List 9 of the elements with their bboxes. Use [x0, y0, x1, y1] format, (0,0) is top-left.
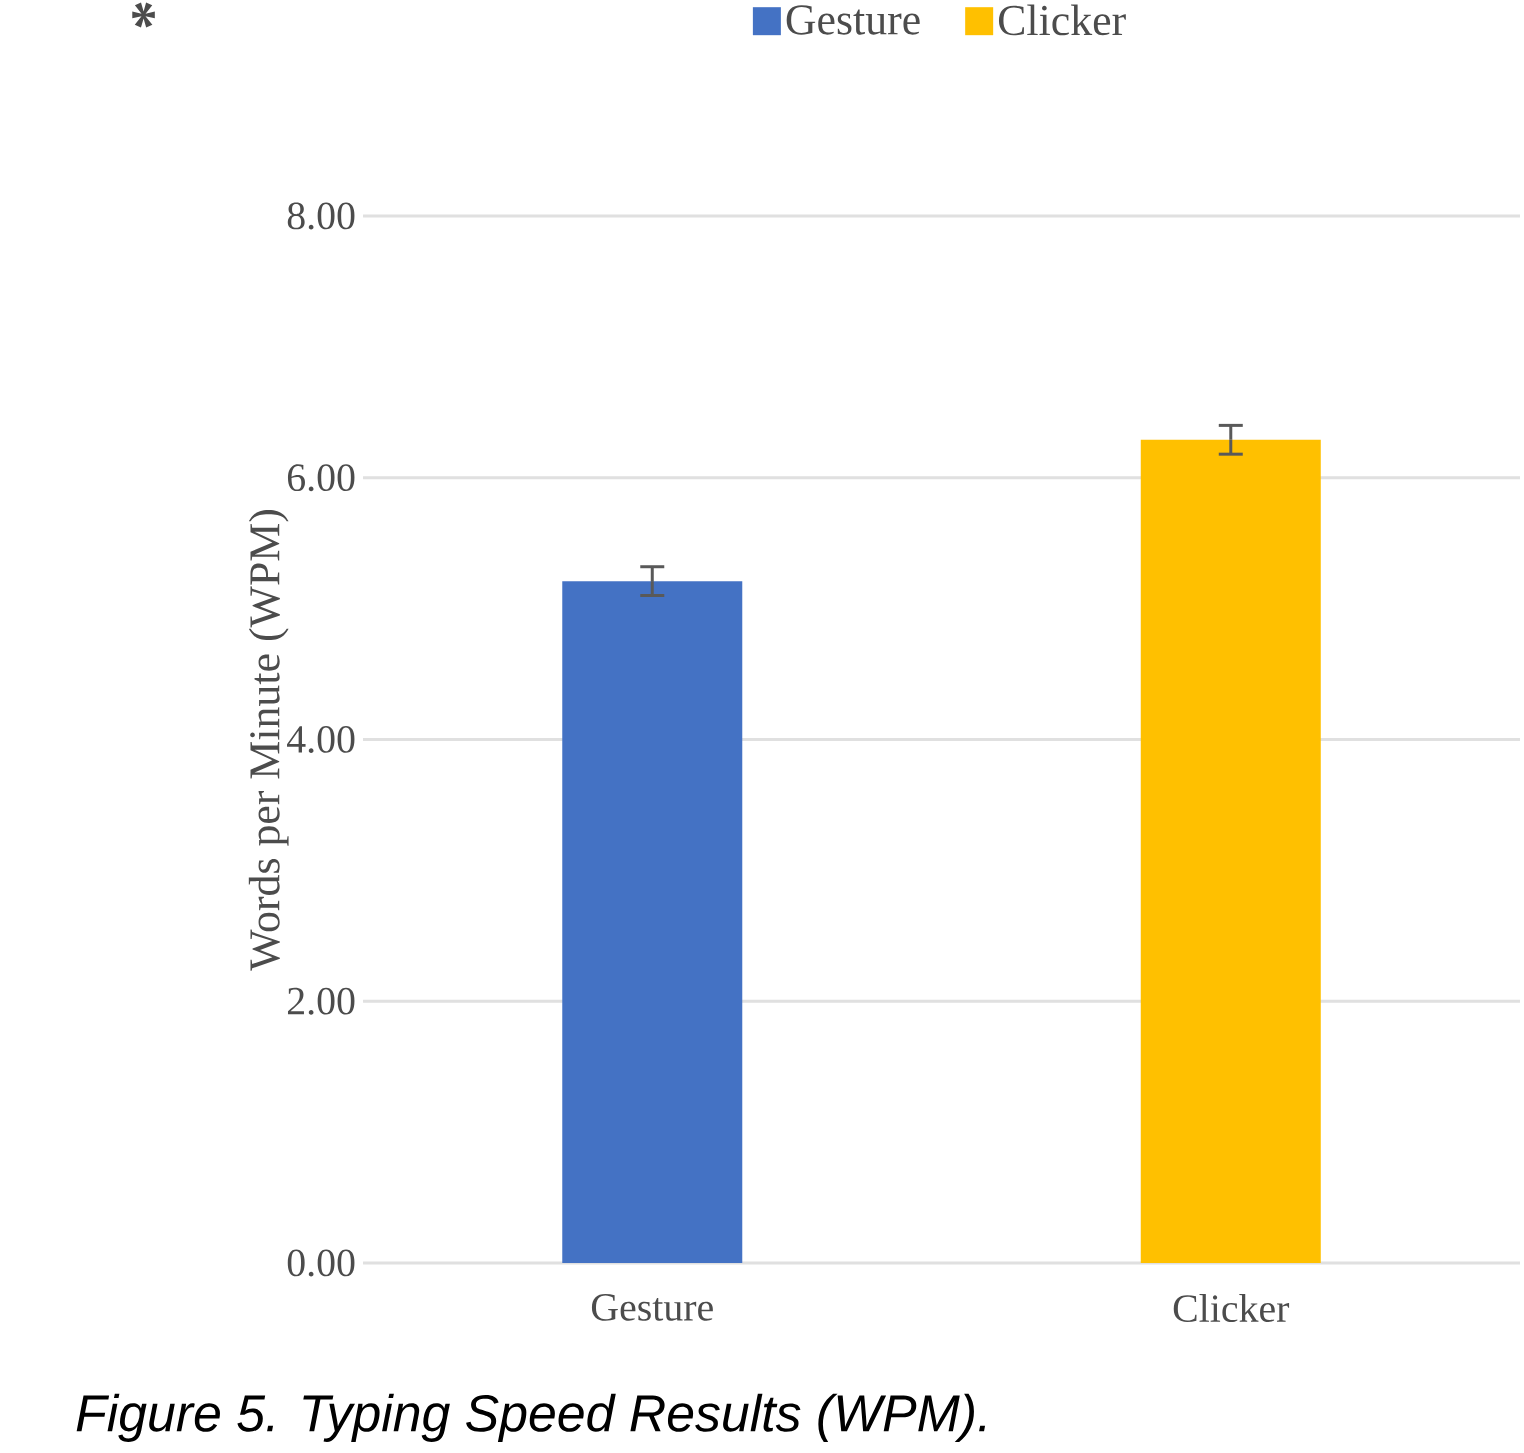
y-tick-label: 0.00	[287, 1249, 355, 1277]
y-tick-label: 4.00	[287, 725, 355, 754]
y-tick-label: 2.00	[287, 987, 355, 1015]
text: *	[132, 2, 155, 28]
caption: Figure 5. Typing Speed Results (WPM).	[76, 1393, 986, 1442]
y-tick-label: 8.00	[287, 202, 355, 230]
legend-label: Clicker	[998, 4, 1126, 36]
legend-label: Gesture	[786, 5, 920, 35]
y-tick-label: 6.00	[287, 464, 355, 492]
